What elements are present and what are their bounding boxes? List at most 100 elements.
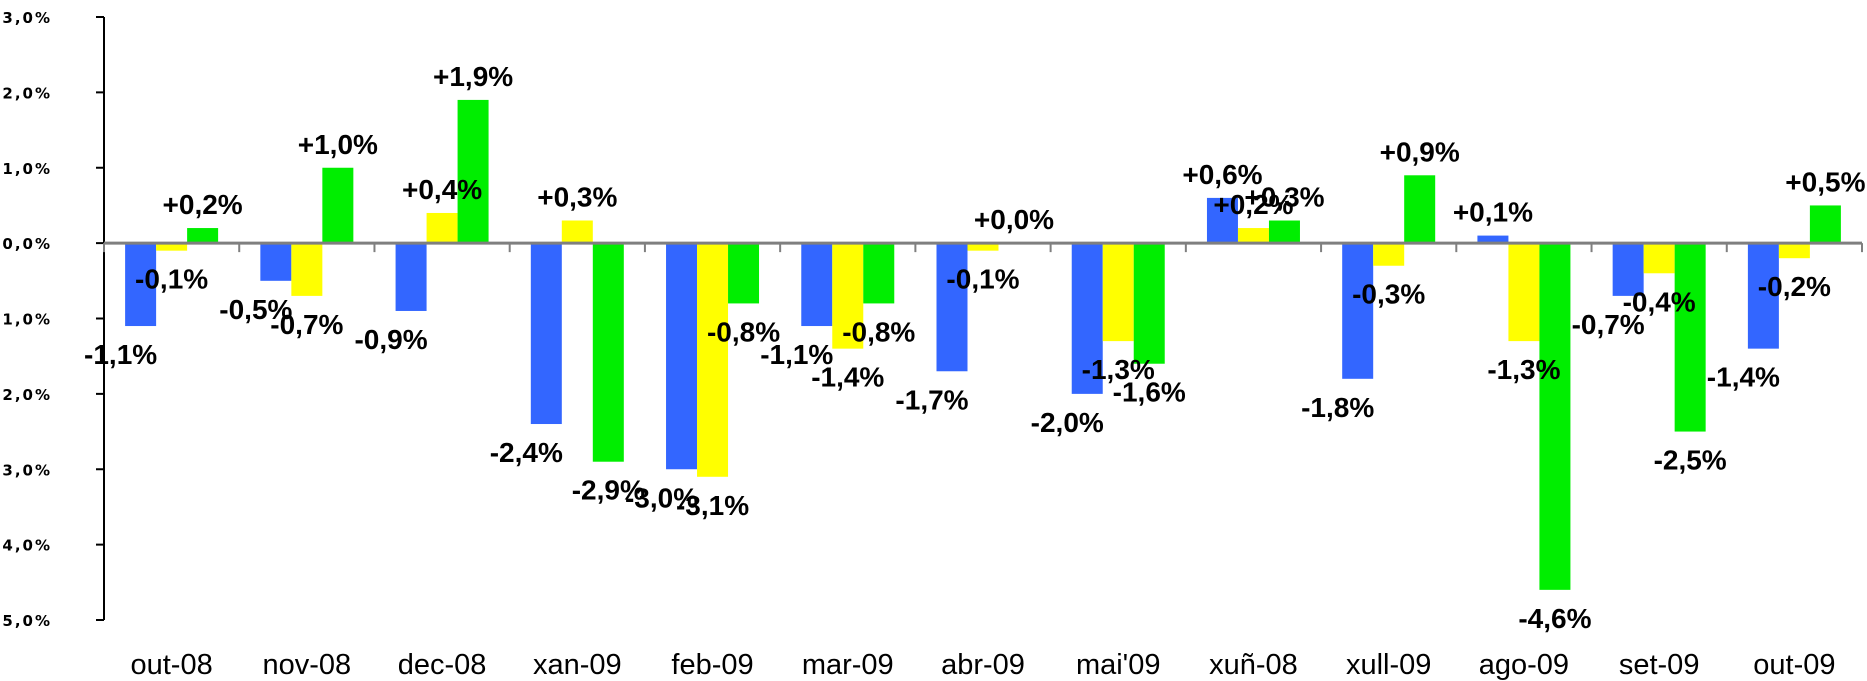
bar-series-3 — [322, 167, 354, 244]
data-label-series-1: -0,7% — [1572, 309, 1645, 340]
data-labels: -1,1% -0,5% -0,9% -2,4% -3,0% -1,1% -1,7% -2,0%… — [84, 61, 1866, 634]
x-category-label: xan-09 — [533, 649, 622, 681]
bar-series-2 — [967, 243, 999, 251]
x-category-label: dec-08 — [398, 649, 487, 681]
data-label-series-2: -0,7% — [270, 309, 343, 340]
data-label-series-3: +0,2% — [163, 189, 243, 220]
x-category-label: set-09 — [1619, 649, 1700, 681]
data-label-series-3: -1,6% — [1113, 377, 1186, 408]
y-tick-label: -3,0% — [0, 461, 52, 479]
data-label-series-1: -1,1% — [760, 339, 833, 370]
data-label-series-2: +0,3% — [537, 182, 617, 213]
bar-series-3 — [457, 99, 489, 244]
data-label-series-3: -4,6% — [1518, 603, 1591, 634]
data-label-series-2: -0,1% — [135, 264, 208, 295]
y-tick-label: +1,0% — [0, 160, 52, 178]
bar-series-1 — [1747, 243, 1779, 349]
data-label-series-1: -1,1% — [84, 339, 157, 370]
bars — [125, 99, 1841, 590]
y-tick-label: +0,0% — [0, 235, 52, 253]
bar-series-3 — [1268, 220, 1300, 244]
data-label-series-1: -1,4% — [1707, 362, 1780, 393]
bar-series-1 — [666, 243, 698, 470]
bar-series-1 — [260, 243, 292, 281]
bar-series-1 — [1206, 197, 1238, 244]
x-category-label: out-09 — [1753, 649, 1835, 681]
data-label-series-2: -0,1% — [946, 264, 1019, 295]
data-label-series-3: +1,0% — [298, 129, 378, 160]
data-label-series-1: +0,1% — [1453, 197, 1533, 228]
data-label-series-1: -1,8% — [1301, 392, 1374, 423]
data-label-series-1: -3,0% — [625, 482, 698, 513]
data-label-series-3: -2,9% — [572, 475, 645, 506]
bar-series-3 — [1404, 175, 1436, 244]
data-label-series-3: -0,8% — [842, 316, 915, 347]
bar-series-3 — [1809, 205, 1841, 244]
bar-series-3 — [1133, 243, 1165, 364]
x-category-label: xull-09 — [1346, 649, 1431, 681]
data-label-series-3: +0,0% — [974, 204, 1054, 235]
x-category-label: mai'09 — [1076, 649, 1161, 681]
y-tick-label: -2,0% — [0, 386, 52, 404]
data-label-series-1: -1,7% — [895, 384, 968, 415]
bar-series-1 — [1612, 243, 1644, 296]
bar-series-1 — [801, 243, 833, 327]
x-category-label: nov-08 — [263, 649, 352, 681]
bar-series-3 — [1539, 243, 1571, 590]
data-label-series-1: -0,5% — [219, 294, 292, 325]
data-label-series-2: -1,3% — [1082, 354, 1155, 385]
data-label-series-2: -1,4% — [811, 362, 884, 393]
data-label-series-2: -1,3% — [1487, 354, 1560, 385]
data-label-series-1: -2,0% — [1031, 407, 1104, 438]
bar-series-1 — [1071, 243, 1103, 394]
x-axis-ticks: out-08 nov-08 dec-08 xan-09 feb-09 mar-09 abr-… — [103, 243, 1863, 681]
data-label-series-3: -0,8% — [707, 316, 780, 347]
y-tick-label: -1,0% — [0, 311, 52, 329]
data-label-series-2: -3,1% — [676, 490, 749, 521]
x-category-label: mar-09 — [802, 649, 894, 681]
x-category-label: out-08 — [130, 649, 212, 681]
bar-series-3 — [592, 243, 624, 462]
bar-series-2 — [291, 243, 323, 296]
bar-series-2 — [832, 243, 864, 349]
data-label-series-2: -0,4% — [1623, 286, 1696, 317]
x-category-label: xuñ-08 — [1209, 649, 1298, 681]
bar-series-2 — [697, 243, 729, 477]
bar-series-2 — [156, 243, 188, 251]
x-category-label: feb-09 — [671, 649, 753, 681]
data-label-series-3: -2,5% — [1654, 445, 1727, 476]
data-label-series-2: +0,4% — [402, 174, 482, 205]
bar-series-1 — [936, 243, 968, 372]
y-tick-label: -4,0% — [0, 537, 52, 555]
y-tick-label: +3,0% — [0, 9, 52, 27]
data-label-series-2: -0,2% — [1758, 271, 1831, 302]
bar-series-2 — [426, 212, 458, 244]
bar-series-1 — [395, 243, 427, 311]
data-label-series-1: -2,4% — [490, 437, 563, 468]
data-label-series-3: +0,3% — [1244, 182, 1324, 213]
data-label-series-3: +0,9% — [1380, 136, 1460, 167]
bar-series-3 — [728, 243, 760, 304]
data-label-series-1: +0,6% — [1182, 159, 1262, 190]
bar-series-3 — [863, 243, 895, 304]
data-label-series-2: -0,3% — [1352, 279, 1425, 310]
bar-series-2 — [1508, 243, 1540, 342]
bar-series-2 — [1102, 243, 1134, 342]
data-label-series-2: +0,2% — [1213, 189, 1293, 220]
bar-series-2 — [561, 220, 593, 244]
x-category-label: ago-09 — [1479, 649, 1569, 681]
bar-series-2 — [1778, 243, 1810, 259]
bar-series-3 — [1674, 243, 1706, 432]
y-tick-label: -5,0% — [0, 612, 52, 630]
data-label-series-3: +1,9% — [433, 61, 513, 92]
data-label-series-1: -0,9% — [354, 324, 427, 355]
bar-series-1 — [1477, 235, 1509, 244]
y-tick-label: +2,0% — [0, 84, 52, 102]
bar-series-3 — [187, 228, 219, 244]
bar-series-1 — [1342, 243, 1374, 379]
bar-series-2 — [1643, 243, 1675, 274]
y-axis-ticks: +3,0% +2,0% +1,0% +0,0% -1,0% -2,0% -3,0% -4,0%… — [0, 9, 104, 630]
bar-series-1 — [125, 243, 157, 327]
x-category-label: abr-09 — [941, 649, 1025, 681]
